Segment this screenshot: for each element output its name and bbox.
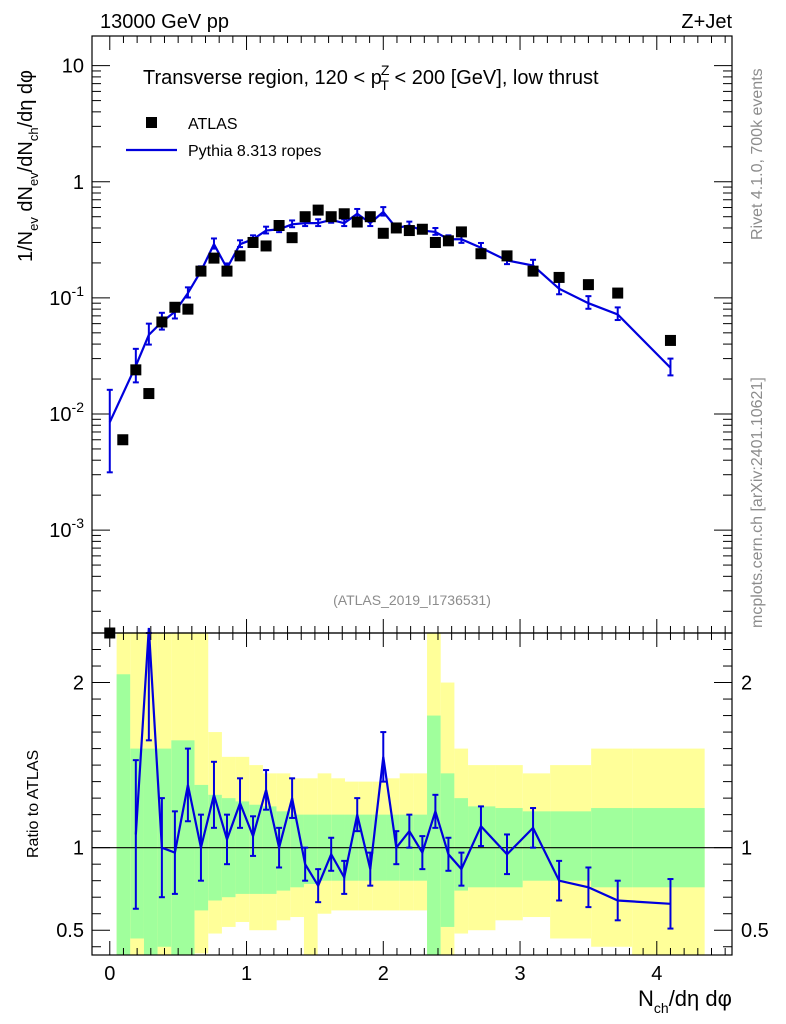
ratio-tick-label-left-0.5: 0.5: [56, 920, 84, 942]
ratio-tick-label-left-1: 1: [73, 838, 84, 860]
atlas-data-point: [169, 301, 181, 313]
atlas-data-point: [234, 250, 246, 262]
band-green-2: [143, 748, 158, 955]
ratio-plot-frame: [91, 632, 733, 956]
legend-atlas-label: ATLAS: [188, 116, 238, 133]
atlas-data-point: [325, 211, 337, 223]
axes-ticks: 0 1 2 3 4 10 1 10-1 10-2 10-3 2 2 1 1 0.5 0.5: [49, 36, 769, 985]
ratio-uncertainty-bands: [116, 633, 705, 955]
y-tick-label-2: 10-1: [49, 283, 84, 310]
atlas-data-point: [130, 364, 142, 376]
ratio-tick-label-right-2: 2: [741, 673, 752, 695]
x-tick-label-3: 3: [514, 963, 525, 985]
ratio-tick-label-right-1: 1: [741, 838, 752, 860]
ratio-tick-label-left-2: 2: [73, 673, 84, 695]
plot-title: Transverse region, 120 < pZ T < 200 [GeV]…: [143, 62, 599, 93]
atlas-data-point: [338, 208, 350, 220]
atlas-data-point: [429, 236, 441, 248]
band-green-10: [262, 806, 277, 894]
x-axis-label: Nch/dη dφ: [638, 986, 732, 1016]
y-tick-label-4: 10-3: [49, 515, 84, 542]
x-tick-label-0: 0: [104, 963, 115, 985]
atlas-data-point: [221, 265, 233, 277]
band-green-12: [290, 814, 304, 888]
atlas-data-point: [260, 240, 272, 252]
band-green-28: [550, 811, 592, 881]
x-tick-label-1: 1: [241, 963, 252, 985]
atlas-data-point: [351, 216, 363, 228]
atlas-data-point: [416, 223, 428, 235]
band-green-0: [116, 674, 131, 955]
ratio-y-axis-label: Ratio to ATLAS: [25, 750, 42, 858]
atlas-data-point: [195, 265, 207, 277]
y-tick-label-1: 1: [73, 172, 84, 194]
atlas-data-point: [208, 252, 220, 264]
y-tick-label-0: 10: [62, 56, 84, 78]
x-tick-label-4: 4: [651, 963, 662, 985]
atlas-data-point: [143, 388, 155, 400]
band-green-24: [454, 798, 469, 891]
atlas-data-point: [501, 250, 513, 262]
atlas-data-point: [156, 316, 168, 328]
pythia-series-line: [108, 210, 672, 423]
header-right: Z+Jet: [681, 11, 732, 33]
plot-title-sup: Z: [381, 62, 390, 78]
plot-title-sub: T: [380, 77, 389, 93]
legend-pythia-label: Pythia 8.313 ropes: [188, 143, 321, 160]
atlas-data-point: [299, 211, 311, 223]
atlas-data-point: [286, 232, 298, 244]
atlas-data-point: [117, 434, 129, 446]
atlas-data-point: [553, 271, 565, 283]
band-green-27: [522, 811, 551, 881]
analysis-watermark: (ATLAS_2019_I1736531): [333, 592, 491, 608]
atlas-data-point: [403, 225, 415, 237]
ratio-tick-label-right-0.5: 0.5: [741, 920, 769, 942]
atlas-data-point: [582, 279, 594, 291]
atlas-data-point: [527, 265, 539, 277]
x-tick-label-2: 2: [378, 963, 389, 985]
atlas-data-point: [475, 248, 487, 260]
y-axis-label: 1/Nev dNev/dNch/dη dφ: [15, 70, 41, 262]
ratio-plot-marks: [92, 627, 732, 930]
atlas-data-point: [442, 235, 454, 247]
main-plot-marks: [104, 204, 676, 639]
legend-atlas-marker: [146, 117, 157, 128]
ratio-series-line: [134, 627, 671, 905]
plot-title-main: Transverse region, 120 < p: [143, 67, 382, 89]
atlas-data-point: [273, 220, 285, 232]
header-left: 13000 GeV pp: [100, 11, 229, 33]
atlas-data-point: [247, 236, 259, 248]
atlas-data-point: [455, 226, 467, 238]
side-label-mcplots: mcplots.cern.ch [arXiv:2401.10621]: [749, 377, 766, 628]
plot-title-tail: < 200 [GeV], low thrust: [389, 67, 599, 89]
band-green-1: [130, 748, 144, 939]
y-tick-label-3: 10-2: [49, 399, 84, 426]
side-label-rivet: Rivet 4.1.0, 700k events: [749, 68, 766, 240]
atlas-data-point: [364, 211, 376, 223]
atlas-data-point: [390, 222, 402, 234]
band-green-22: [427, 715, 441, 955]
atlas-data-point: [377, 227, 389, 239]
atlas-data-point: [312, 204, 324, 216]
atlas-data-point: [182, 303, 194, 315]
atlas-data-point: [612, 287, 624, 299]
atlas-data-point: [664, 334, 676, 346]
band-green-9: [249, 804, 263, 894]
